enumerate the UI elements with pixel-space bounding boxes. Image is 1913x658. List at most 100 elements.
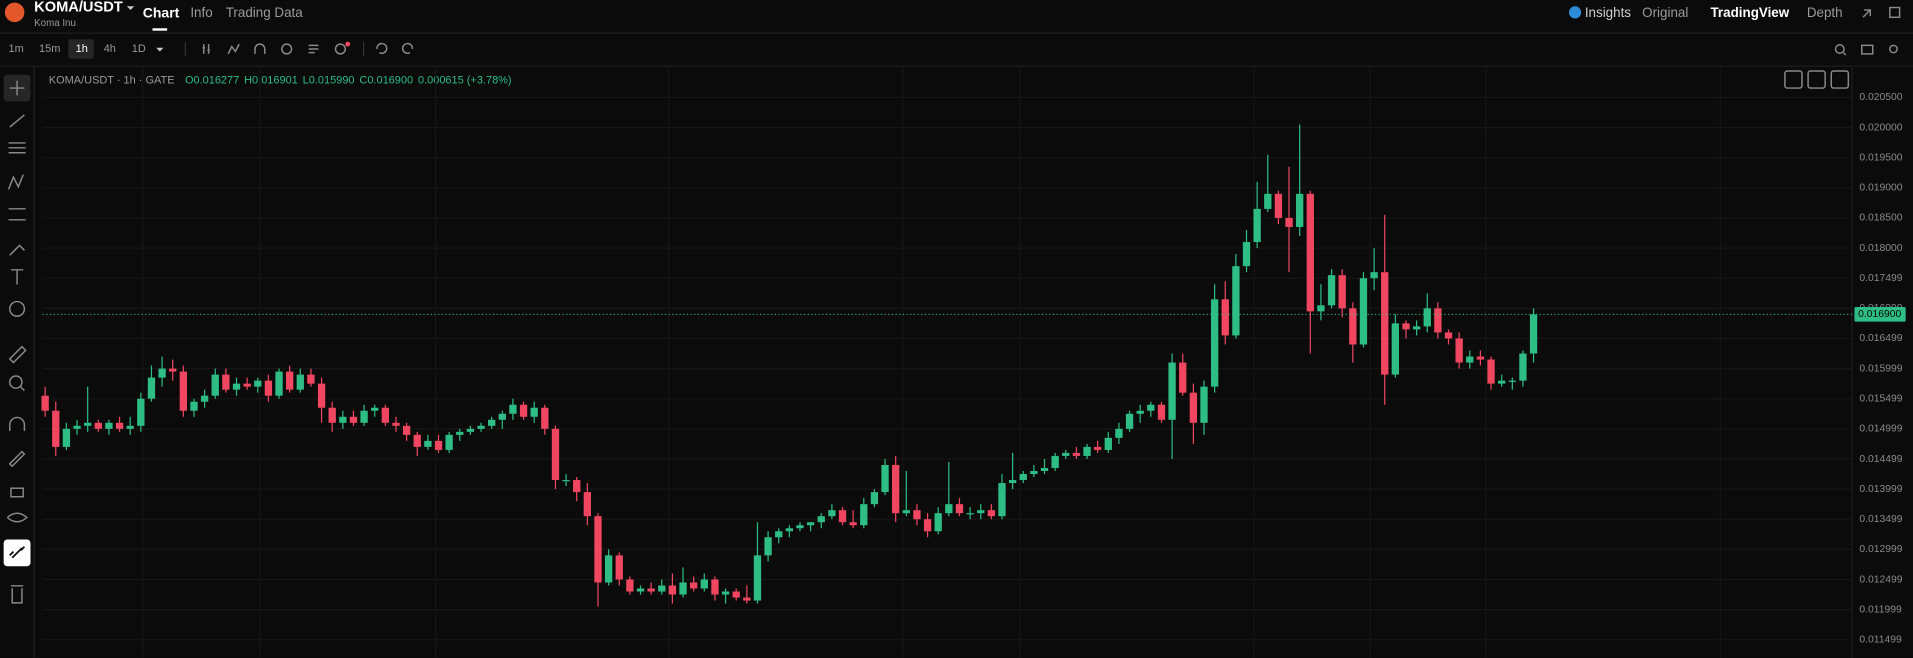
- ohlc-value: 0.016901: [252, 75, 298, 87]
- candle-body: [700, 579, 708, 589]
- candle-body: [902, 510, 910, 514]
- candle-body: [413, 434, 421, 447]
- y-tick-label: 0.012999: [1859, 544, 1902, 555]
- candle-body: [615, 555, 623, 580]
- candle-body: [1306, 193, 1314, 312]
- candle-body: [923, 519, 932, 532]
- candle-body: [232, 383, 241, 390]
- collapse-button[interactable]: [1862, 9, 1872, 18]
- candle-body: [1253, 208, 1261, 243]
- candle-body: [1072, 452, 1081, 456]
- interval-dropdown[interactable]: [156, 47, 164, 52]
- y-tick-label: 0.017499: [1859, 273, 1902, 284]
- y-tick-label: 0.019500: [1859, 152, 1902, 163]
- ohlc-label: L: [303, 75, 309, 87]
- drawing-tools[interactable]: [6, 80, 28, 604]
- candle-body: [264, 380, 273, 396]
- candle-body: [1370, 272, 1378, 279]
- pane-controls[interactable]: [1784, 70, 1850, 89]
- candle-body: [658, 585, 666, 592]
- candle-body: [1210, 299, 1219, 387]
- view-tab[interactable]: Insights: [1585, 5, 1631, 20]
- candle-body: [1296, 193, 1304, 227]
- interval[interactable]: 15m: [39, 43, 60, 55]
- y-tick-label: 0.018500: [1859, 213, 1902, 224]
- tab[interactable]: Trading Data: [226, 5, 304, 20]
- candle-body: [849, 522, 857, 526]
- tab[interactable]: Chart: [143, 4, 180, 20]
- y-tick-label: 0.013499: [1859, 514, 1902, 525]
- candle-body: [1338, 275, 1346, 309]
- interval[interactable]: 4h: [104, 43, 116, 55]
- ohlc-value: 0.015990: [309, 75, 355, 87]
- view-tab[interactable]: TradingView: [1710, 5, 1789, 20]
- chart-legend: KOMA/USDT · 1h · GATE O0.016277 H0.016901…: [49, 75, 512, 87]
- candle-body: [349, 416, 358, 423]
- candle-body: [1359, 278, 1368, 345]
- candle-body: [1381, 272, 1389, 375]
- candle-body: [1391, 323, 1400, 375]
- candle-body: [583, 492, 592, 517]
- last-price-box: [1854, 307, 1906, 322]
- y-tick-label: 0.015999: [1859, 363, 1902, 374]
- symbol-dropdown[interactable]: [126, 6, 135, 10]
- chart-tools[interactable]: [202, 42, 414, 55]
- candle-body: [892, 464, 900, 514]
- candle-body: [1466, 356, 1474, 363]
- view-tab[interactable]: Original: [1642, 5, 1688, 20]
- candle-body: [211, 374, 219, 396]
- interval[interactable]: 1m: [9, 43, 24, 55]
- y-tick-label: 0.011499: [1859, 635, 1902, 646]
- candle-body: [477, 425, 485, 429]
- candle-body: [828, 510, 836, 517]
- candle-body: [466, 428, 475, 432]
- candle-body: [934, 513, 942, 532]
- candle-body: [1529, 314, 1538, 354]
- candle-body: [1094, 446, 1102, 450]
- candle-body: [785, 528, 794, 532]
- candle-body: [1030, 471, 1038, 475]
- interval[interactable]: 1h: [76, 43, 88, 55]
- candle-body: [307, 374, 315, 384]
- insights-icon: [1568, 6, 1582, 19]
- candle-body: [1455, 338, 1463, 363]
- ohlc-label: C: [359, 75, 367, 87]
- interval[interactable]: 1D: [132, 43, 146, 55]
- y-tick-label: 0.012499: [1859, 574, 1902, 585]
- fullscreen-button[interactable]: [1889, 6, 1901, 19]
- candle-body: [1242, 242, 1251, 267]
- y-tick-label: 0.020000: [1859, 122, 1902, 133]
- view-tab[interactable]: Depth: [1807, 5, 1843, 20]
- ohlc-label: O: [185, 75, 194, 87]
- candle-body: [1083, 446, 1091, 456]
- candle-body: [626, 579, 634, 592]
- candle-body: [764, 537, 772, 556]
- candle-body: [158, 368, 166, 378]
- y-tick-label: 0.014499: [1859, 454, 1902, 465]
- y-tick-label: 0.019000: [1859, 183, 1902, 194]
- tab[interactable]: Info: [190, 5, 212, 20]
- candle-body: [775, 531, 783, 538]
- candle-body: [594, 516, 602, 583]
- candle-body: [190, 401, 198, 411]
- candle-body: [84, 422, 92, 426]
- candle-body: [1147, 404, 1155, 411]
- candle-body: [1019, 474, 1027, 481]
- coin-name: Koma Inu: [34, 18, 76, 29]
- symbol[interactable]: KOMA/USDT: [34, 0, 123, 15]
- candle-body: [1519, 353, 1527, 381]
- candle-body: [1274, 193, 1283, 218]
- candle-body: [1040, 467, 1049, 472]
- candle-body: [636, 588, 645, 592]
- candle-body: [126, 425, 134, 429]
- candle-body: [562, 480, 570, 482]
- candle-body: [434, 440, 443, 450]
- candle-body: [243, 383, 251, 387]
- chart-actions[interactable]: [1834, 44, 1898, 56]
- candle-body: [286, 371, 294, 390]
- candle-body: [870, 492, 879, 505]
- candle-body: [1232, 266, 1240, 336]
- y-tick-label: 0.011999: [1859, 604, 1902, 615]
- candle-body: [424, 440, 432, 447]
